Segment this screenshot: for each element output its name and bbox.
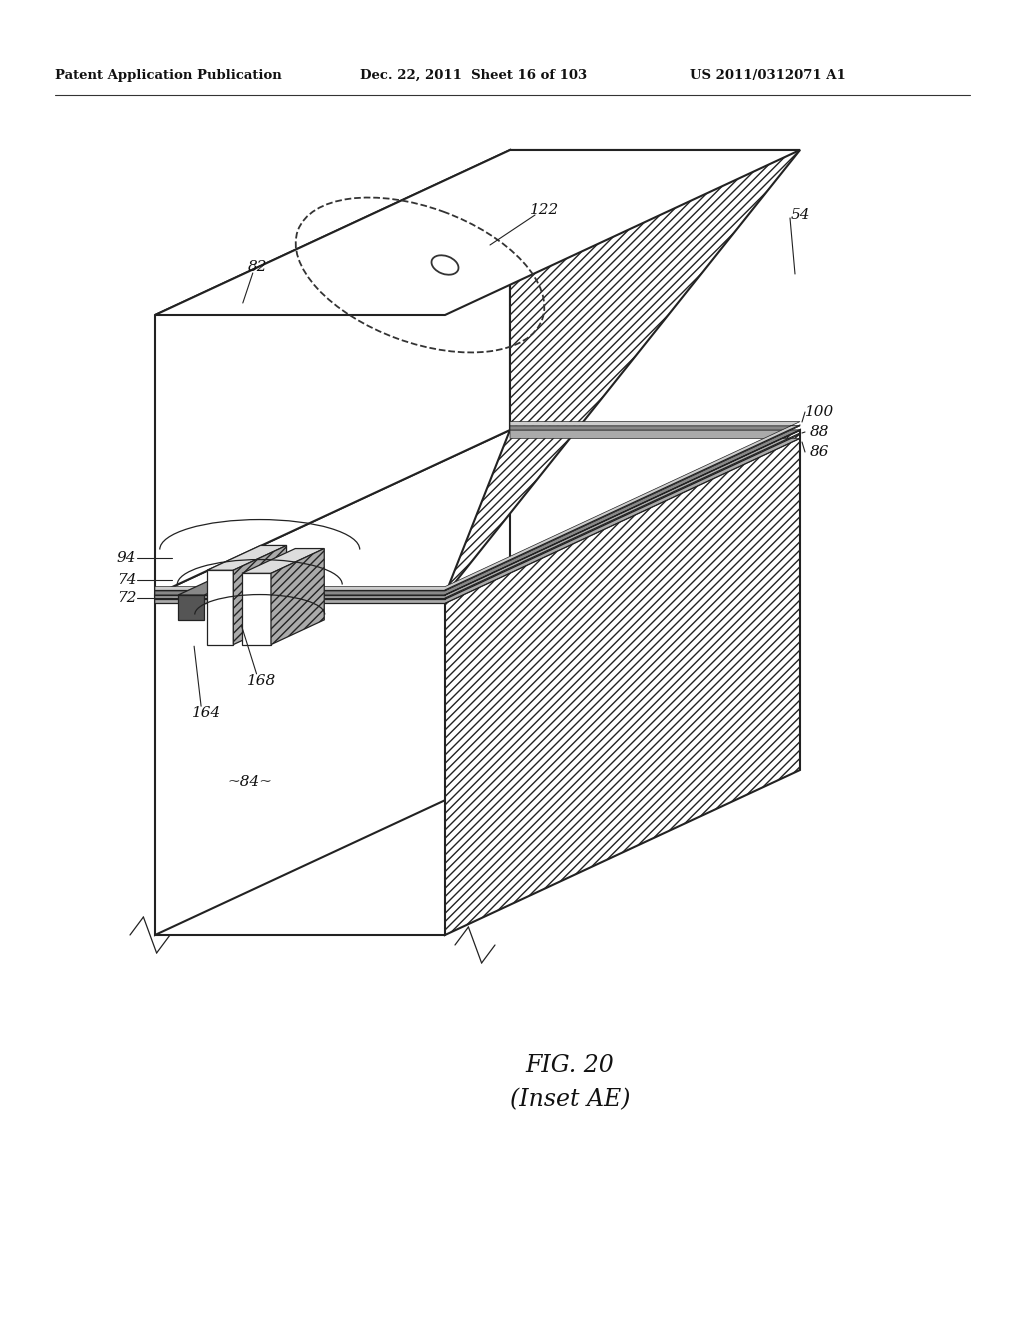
Polygon shape	[207, 545, 287, 570]
Polygon shape	[242, 573, 271, 644]
Text: FIG. 20: FIG. 20	[525, 1053, 614, 1077]
Text: US 2011/0312071 A1: US 2011/0312071 A1	[690, 69, 846, 82]
Text: 74: 74	[117, 573, 136, 586]
Text: 82: 82	[248, 260, 267, 275]
Text: 54: 54	[791, 209, 810, 222]
Text: (Inset AE): (Inset AE)	[510, 1089, 630, 1111]
Text: 72: 72	[117, 591, 136, 605]
Text: 164: 164	[191, 706, 221, 721]
Polygon shape	[178, 576, 247, 595]
Polygon shape	[445, 430, 800, 935]
Text: Patent Application Publication: Patent Application Publication	[55, 69, 282, 82]
Polygon shape	[155, 421, 800, 591]
Polygon shape	[155, 150, 510, 595]
Polygon shape	[207, 570, 233, 644]
Text: 100: 100	[805, 405, 835, 418]
Text: 122: 122	[530, 203, 560, 216]
Polygon shape	[271, 549, 325, 644]
Polygon shape	[155, 430, 510, 935]
Polygon shape	[445, 150, 800, 595]
Text: 86: 86	[810, 445, 829, 459]
Text: ~84~: ~84~	[227, 775, 272, 789]
Polygon shape	[178, 595, 205, 620]
Polygon shape	[155, 430, 800, 603]
Polygon shape	[233, 545, 287, 644]
Text: 88: 88	[810, 425, 829, 440]
Text: 168: 168	[247, 673, 276, 688]
Text: 94: 94	[117, 550, 136, 565]
Polygon shape	[155, 426, 800, 595]
Polygon shape	[242, 549, 325, 573]
Text: Dec. 22, 2011  Sheet 16 of 103: Dec. 22, 2011 Sheet 16 of 103	[360, 69, 587, 82]
Polygon shape	[155, 150, 800, 315]
